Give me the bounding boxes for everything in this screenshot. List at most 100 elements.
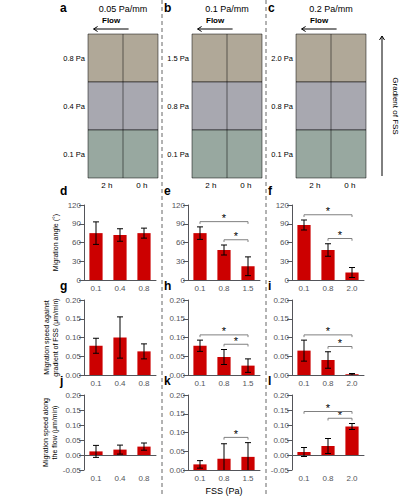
svg-text:0.00: 0.00 — [169, 466, 185, 475]
svg-text:*: * — [234, 230, 239, 242]
svg-text:0.1 Pa: 0.1 Pa — [167, 150, 190, 159]
svg-text:0.15: 0.15 — [65, 314, 81, 323]
svg-text:f: f — [268, 184, 273, 198]
svg-text:0.2 Pa/mm: 0.2 Pa/mm — [309, 4, 353, 14]
svg-text:0.8: 0.8 — [138, 284, 150, 293]
svg-text:0.05 Pa/mm: 0.05 Pa/mm — [99, 4, 148, 14]
svg-text:0: 0 — [181, 276, 186, 285]
svg-text:0.20: 0.20 — [273, 296, 289, 305]
svg-text:l: l — [268, 374, 271, 388]
svg-text:0.8: 0.8 — [138, 379, 150, 388]
svg-text:0.4: 0.4 — [114, 474, 126, 483]
svg-text:0.20: 0.20 — [65, 296, 81, 305]
svg-text:0.05: 0.05 — [65, 436, 81, 445]
svg-text:0.1 Pa: 0.1 Pa — [271, 150, 294, 159]
svg-text:FSS (Pa): FSS (Pa) — [205, 486, 242, 496]
svg-text:0.8: 0.8 — [138, 474, 150, 483]
svg-text:*: * — [326, 325, 331, 337]
svg-text:0 h: 0 h — [240, 181, 251, 190]
svg-text:0.00: 0.00 — [273, 451, 289, 460]
svg-text:2.0: 2.0 — [346, 284, 358, 293]
svg-text:k: k — [164, 374, 171, 388]
svg-text:0.15: 0.15 — [169, 314, 185, 323]
svg-text:the flow (μm/min): the flow (μm/min) — [51, 406, 59, 460]
svg-text:0.8: 0.8 — [322, 284, 334, 293]
svg-text:b: b — [164, 1, 171, 15]
svg-text:0.00: 0.00 — [273, 371, 289, 380]
svg-text:0.10: 0.10 — [65, 333, 81, 342]
svg-text:a: a — [60, 1, 67, 15]
svg-text:0.8: 0.8 — [218, 474, 230, 483]
svg-text:gradient of FSS (μm/min): gradient of FSS (μm/min) — [52, 298, 60, 376]
svg-text:Flow: Flow — [102, 16, 121, 25]
svg-text:*: * — [222, 212, 227, 224]
svg-text:0.00: 0.00 — [65, 451, 81, 460]
svg-text:0.10: 0.10 — [273, 333, 289, 342]
svg-text:Flow: Flow — [310, 16, 329, 25]
svg-text:g: g — [60, 279, 67, 293]
svg-text:0.1: 0.1 — [194, 474, 206, 483]
svg-text:j: j — [59, 374, 63, 388]
svg-text:*: * — [338, 337, 343, 349]
svg-text:0.20: 0.20 — [273, 391, 289, 400]
svg-text:0.4 Pa: 0.4 Pa — [63, 102, 86, 111]
svg-text:0.8 Pa: 0.8 Pa — [63, 54, 86, 63]
svg-text:0.15: 0.15 — [65, 406, 81, 415]
svg-text:1.5: 1.5 — [242, 474, 254, 483]
svg-text:Flow: Flow — [206, 16, 225, 25]
svg-text:30: 30 — [72, 257, 81, 266]
svg-text:*: * — [222, 325, 227, 337]
svg-text:0.1: 0.1 — [298, 474, 310, 483]
svg-text:0.1: 0.1 — [90, 284, 102, 293]
svg-text:0.15: 0.15 — [273, 406, 289, 415]
svg-text:60: 60 — [280, 238, 289, 247]
svg-text:0 h: 0 h — [136, 181, 147, 190]
svg-text:0.8 Pa: 0.8 Pa — [167, 102, 190, 111]
svg-text:2.0 Pa: 2.0 Pa — [271, 54, 294, 63]
svg-text:0: 0 — [77, 276, 82, 285]
svg-text:0.10: 0.10 — [273, 421, 289, 430]
svg-text:2.0: 2.0 — [346, 379, 358, 388]
svg-text:c: c — [268, 1, 275, 15]
svg-text:*: * — [338, 409, 343, 421]
svg-text:Migration angle (°): Migration angle (°) — [52, 214, 60, 271]
svg-text:Migration speed along: Migration speed along — [42, 398, 50, 467]
svg-text:0.10: 0.10 — [169, 428, 185, 437]
svg-text:*: * — [326, 205, 331, 217]
svg-text:120: 120 — [68, 201, 82, 210]
svg-text:0.1: 0.1 — [194, 284, 206, 293]
svg-text:0.15: 0.15 — [169, 409, 185, 418]
svg-text:0.05: 0.05 — [273, 352, 289, 361]
svg-text:2.0: 2.0 — [346, 474, 358, 483]
svg-text:90: 90 — [176, 219, 185, 228]
svg-text:2 h: 2 h — [101, 181, 112, 190]
svg-text:0 h: 0 h — [344, 181, 355, 190]
svg-text:*: * — [234, 428, 239, 440]
svg-text:0.05: 0.05 — [273, 436, 289, 445]
svg-text:0.8: 0.8 — [218, 284, 230, 293]
svg-text:*: * — [234, 335, 239, 347]
svg-text:d: d — [60, 184, 67, 198]
svg-text:0.1: 0.1 — [194, 379, 206, 388]
svg-text:60: 60 — [72, 238, 81, 247]
svg-text:1.5: 1.5 — [242, 379, 254, 388]
svg-text:0.00: 0.00 — [65, 371, 81, 380]
svg-text:0.20: 0.20 — [169, 391, 185, 400]
svg-text:0.8: 0.8 — [322, 474, 334, 483]
svg-text:1.5: 1.5 — [242, 284, 254, 293]
svg-text:60: 60 — [176, 238, 185, 247]
svg-text:0.1 Pa: 0.1 Pa — [63, 150, 86, 159]
svg-text:2 h: 2 h — [309, 181, 320, 190]
svg-text:0.1: 0.1 — [298, 284, 310, 293]
svg-text:0.1: 0.1 — [90, 379, 102, 388]
svg-text:0.20: 0.20 — [65, 391, 81, 400]
svg-text:0.1 Pa/mm: 0.1 Pa/mm — [205, 4, 249, 14]
svg-text:e: e — [164, 184, 171, 198]
svg-text:-0.05: -0.05 — [63, 466, 82, 475]
svg-text:0.8: 0.8 — [322, 379, 334, 388]
svg-text:0.15: 0.15 — [273, 314, 289, 323]
svg-text:0.05: 0.05 — [169, 352, 185, 361]
svg-text:0.1: 0.1 — [298, 379, 310, 388]
svg-text:1.5 Pa: 1.5 Pa — [167, 54, 190, 63]
svg-text:0.8 Pa: 0.8 Pa — [271, 102, 294, 111]
